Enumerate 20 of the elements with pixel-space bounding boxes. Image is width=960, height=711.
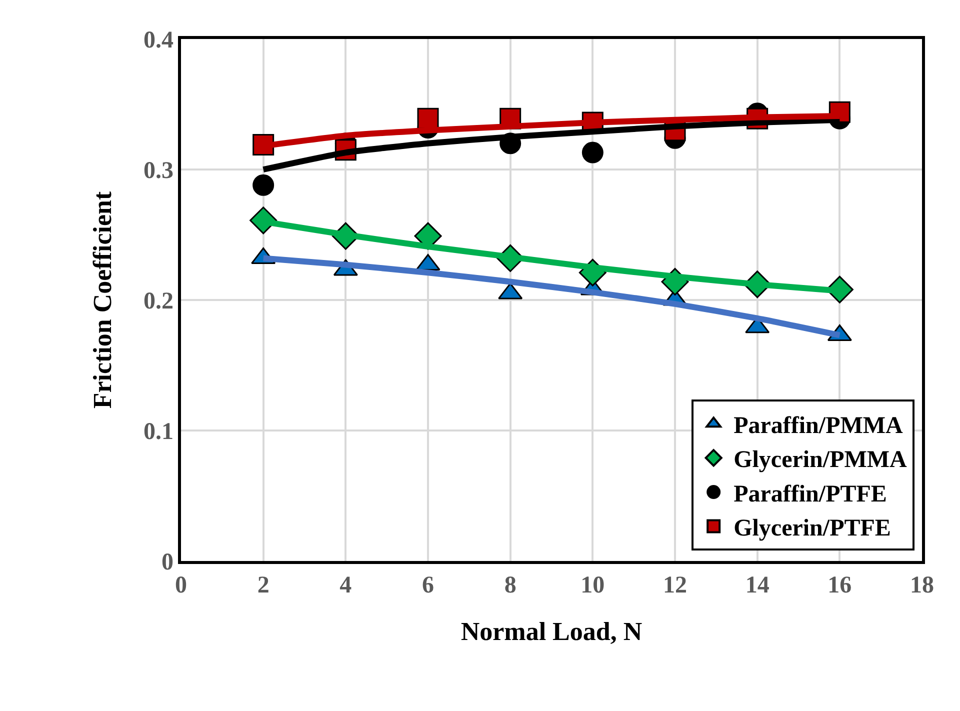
x-tick-label: 4 xyxy=(340,572,352,599)
y-tick-label: 0 xyxy=(161,549,174,576)
legend-label: Paraffin/PTFE xyxy=(734,481,887,508)
x-tick-label: 14 xyxy=(745,572,770,599)
x-tick-label: 18 xyxy=(910,572,934,599)
x-tick-label: 10 xyxy=(580,572,605,599)
legend-label: Glycerin/PMMA xyxy=(734,447,908,474)
y-axis-title: Friction Coefficient xyxy=(88,191,117,409)
y-tick-label: 0.1 xyxy=(143,418,174,445)
x-tick-label: 12 xyxy=(663,572,687,599)
x-axis-title: Normal Load, N xyxy=(460,617,642,646)
y-tick-label: 0.4 xyxy=(143,27,174,54)
x-tick-label: 2 xyxy=(257,572,270,599)
legend-label: Paraffin/PMMA xyxy=(734,413,904,440)
legend-label: Glycerin/PTFE xyxy=(734,516,891,542)
x-tick-label: 8 xyxy=(504,572,516,599)
x-tick-label: 16 xyxy=(828,572,852,599)
y-tick-label: 0.3 xyxy=(143,158,174,184)
y-tick-label: 0.2 xyxy=(143,288,174,314)
x-tick-label: 6 xyxy=(422,572,434,599)
